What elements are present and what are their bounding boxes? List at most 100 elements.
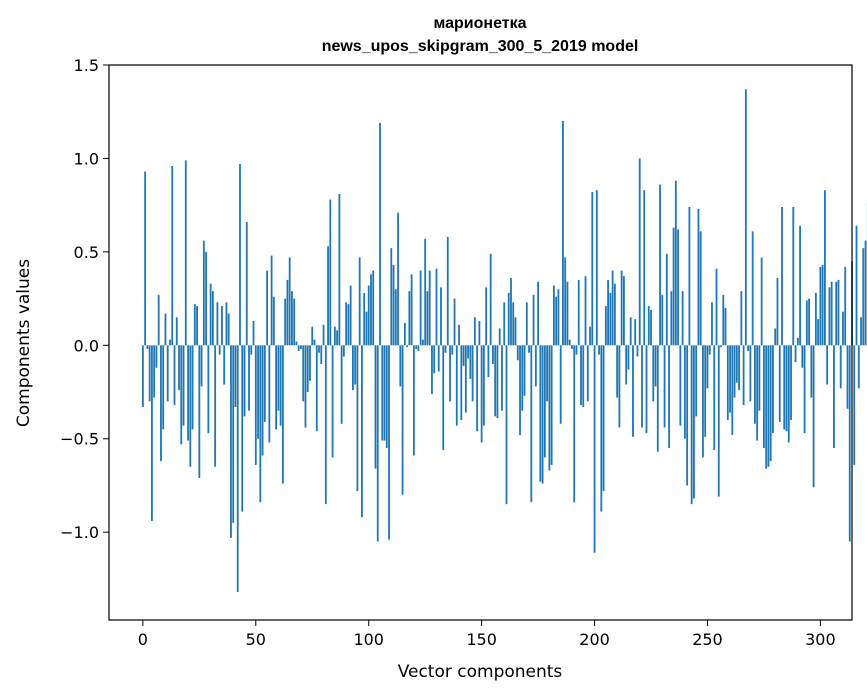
bar-118 xyxy=(408,291,411,346)
bar-150 xyxy=(480,345,483,443)
bar-274 xyxy=(760,257,763,346)
bar-158 xyxy=(498,328,501,346)
bar-105 xyxy=(379,122,381,346)
bar-267 xyxy=(744,89,747,346)
bar-186 xyxy=(562,121,564,346)
bar-161 xyxy=(505,345,508,505)
bar-195 xyxy=(582,345,585,407)
bar-256 xyxy=(720,345,722,348)
bar-293 xyxy=(803,345,806,434)
bar-236 xyxy=(674,180,677,346)
bar-95 xyxy=(356,345,359,492)
bar-242 xyxy=(688,207,691,346)
bar-132 xyxy=(440,287,442,346)
bar-61 xyxy=(279,345,282,426)
bars-group xyxy=(141,89,867,592)
y-tick-label-5: 1.5 xyxy=(74,56,99,75)
bar-15 xyxy=(175,317,178,346)
bar-298 xyxy=(814,292,817,346)
bar-49 xyxy=(252,321,255,346)
bar-79 xyxy=(320,345,323,364)
bar-94 xyxy=(354,345,357,385)
y-tick-label-0: −1.0 xyxy=(60,523,99,542)
bar-272 xyxy=(756,345,759,441)
bar-192 xyxy=(575,345,578,355)
bar-221 xyxy=(641,345,643,428)
bar-232 xyxy=(665,253,668,346)
bar-202 xyxy=(598,345,600,355)
bar-168 xyxy=(521,345,524,411)
bar-183 xyxy=(555,296,558,346)
bar-38 xyxy=(227,313,230,346)
bar-25 xyxy=(198,345,201,478)
chart-title-line1: марионетка xyxy=(434,15,527,32)
x-tick-label-100: 100 xyxy=(353,630,384,649)
bar-230 xyxy=(661,294,664,346)
bar-43 xyxy=(239,164,241,346)
bar-224 xyxy=(647,306,650,346)
bar-190 xyxy=(571,345,573,350)
bar-261 xyxy=(731,345,734,435)
bar-212 xyxy=(620,270,623,346)
bar-42 xyxy=(236,345,239,592)
bar-270 xyxy=(751,231,754,346)
bar-102 xyxy=(372,270,375,346)
bar-21 xyxy=(189,345,192,467)
bar-185 xyxy=(559,345,562,424)
bar-85 xyxy=(333,326,336,346)
bar-294 xyxy=(805,300,808,346)
bar-278 xyxy=(769,345,772,462)
bar-307 xyxy=(835,281,838,346)
bar-106 xyxy=(381,345,384,441)
bar-279 xyxy=(772,345,774,434)
bar-283 xyxy=(781,207,783,346)
x-tick-label-250: 250 xyxy=(692,630,723,649)
bar-271 xyxy=(753,345,756,424)
bar-297 xyxy=(812,345,815,488)
bar-301 xyxy=(821,264,824,346)
bar-129 xyxy=(433,345,436,374)
bar-251 xyxy=(708,345,711,355)
bar-130 xyxy=(435,268,438,346)
bar-14 xyxy=(173,345,176,406)
bar-4 xyxy=(151,345,153,521)
bar-184 xyxy=(557,289,560,346)
bar-96 xyxy=(358,257,361,346)
bar-76 xyxy=(313,339,316,346)
bar-219 xyxy=(636,345,639,357)
bar-227 xyxy=(654,345,657,387)
bar-103 xyxy=(374,345,377,469)
bar-188 xyxy=(566,281,569,346)
bar-140 xyxy=(458,324,460,346)
bar-29 xyxy=(207,345,210,434)
bar-160 xyxy=(503,302,506,346)
bar-34 xyxy=(218,345,221,355)
bar-211 xyxy=(618,345,621,428)
bar-299 xyxy=(817,319,820,346)
bar-259 xyxy=(726,345,729,421)
x-axis-ticks: 0 50 100 150 200 250 300 xyxy=(138,620,836,649)
chart-title-line2: news_upos_skipgram_300_5_2019 model xyxy=(322,38,639,55)
x-tick-label-300: 300 xyxy=(805,630,836,649)
bar-44 xyxy=(241,345,244,512)
bar-217 xyxy=(632,345,634,437)
bar-263 xyxy=(735,345,738,383)
bar-300 xyxy=(819,266,822,346)
bar-318 xyxy=(860,317,862,346)
bar-80 xyxy=(322,324,325,346)
bar-210 xyxy=(616,345,619,398)
bar-60 xyxy=(277,345,280,411)
bar-128 xyxy=(431,345,433,394)
bar-143 xyxy=(464,345,467,413)
bar-178 xyxy=(543,345,546,458)
bar-285 xyxy=(785,345,788,432)
bar-50 xyxy=(254,345,257,465)
bar-194 xyxy=(580,345,582,406)
bar-51 xyxy=(257,345,259,439)
bar-191 xyxy=(573,345,576,503)
bar-22 xyxy=(191,345,194,430)
bar-198 xyxy=(589,326,591,346)
bar-266 xyxy=(742,345,745,406)
bar-260 xyxy=(729,345,731,413)
bar-122 xyxy=(417,345,420,351)
